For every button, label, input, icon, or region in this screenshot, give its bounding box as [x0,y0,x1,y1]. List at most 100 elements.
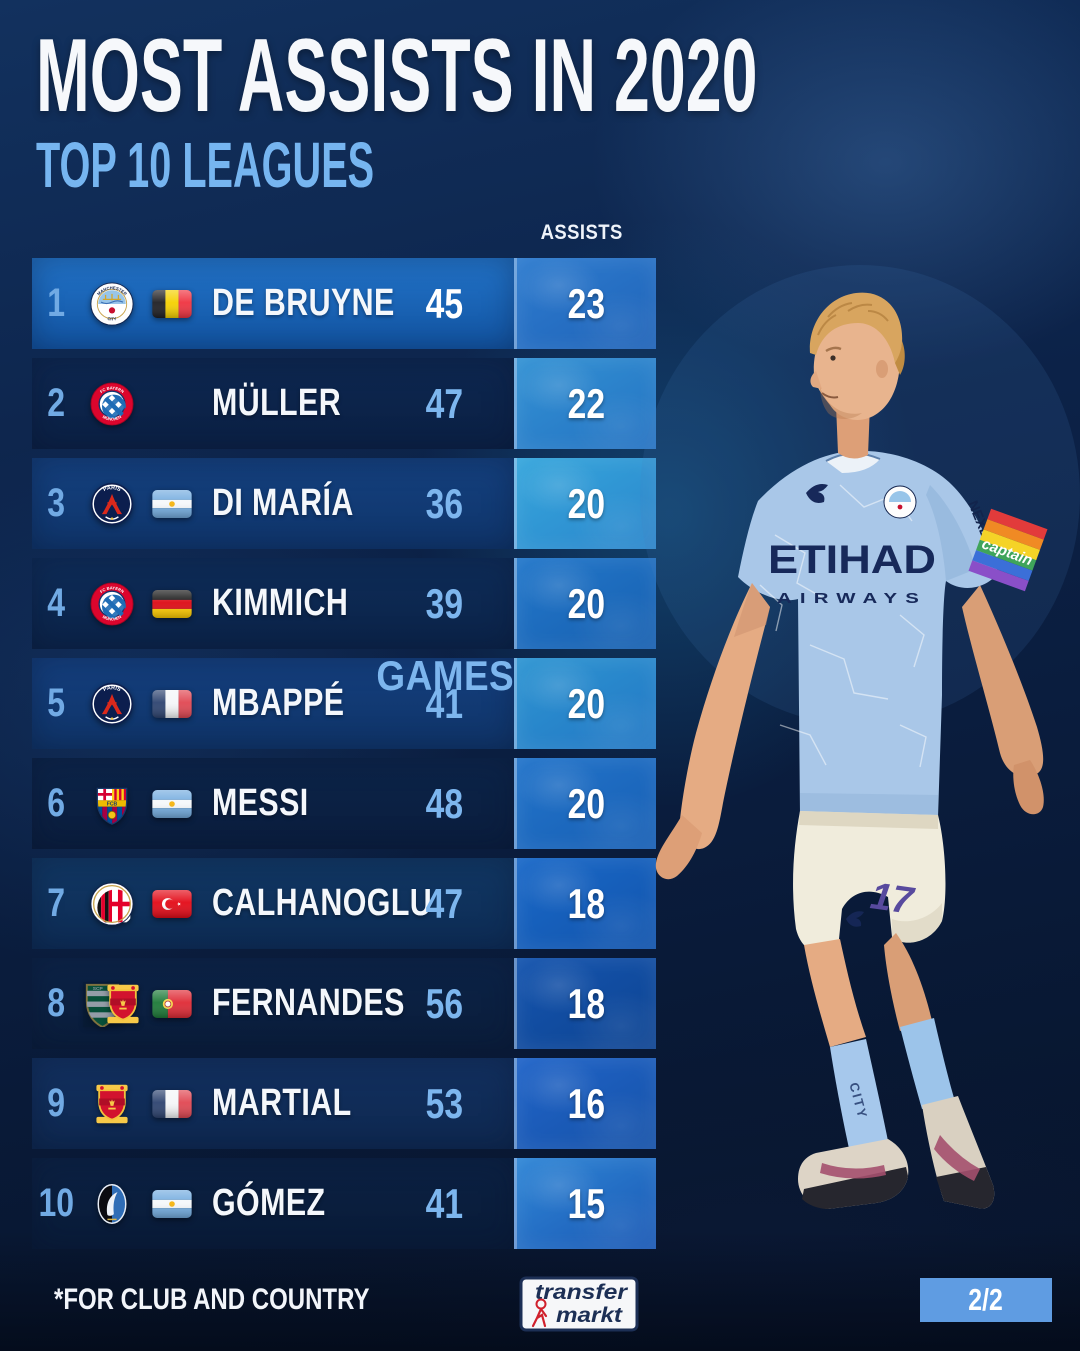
player-name: MBAPPÉ [212,682,345,724]
rank-label: 1 [47,281,65,325]
player-name: MÜLLER [212,382,342,424]
table-row: 9 MARTIAL 53 16 [32,1058,656,1149]
rank-label: 9 [47,1081,65,1125]
country-flag [152,658,196,749]
rank-label: 7 [47,881,65,925]
column-header-games: GAMES [376,651,514,699]
bayern-crest [90,582,134,626]
column-header-assists: ASSISTS [540,221,624,244]
row-body: 10 GÓMEZ 41 [32,1158,514,1249]
player-name: GÓMEZ [212,1182,326,1224]
portugal-flag [152,990,192,1018]
country-flag [152,558,196,649]
player-name: DE BRUYNE [212,282,395,324]
player-name: MARTIAL [212,1082,352,1124]
country-flag [152,458,196,549]
games-value: 48 [425,779,463,827]
rank-label: 10 [38,1181,74,1225]
country-flag [152,958,196,1049]
games-value: 53 [425,1079,463,1127]
assists-value: 16 [567,1079,606,1127]
rank-label: 3 [47,481,65,525]
country-flag [152,758,196,849]
row-body: 1 DE BRUYNE 45 [32,258,514,349]
france-flag [152,690,192,718]
table-row: 3 DI MARÍA 36 20 [32,458,656,549]
country-flag [152,258,196,349]
club-crests [77,858,147,949]
row-body: 7 CALHANOGLU 47 [32,858,514,949]
table-row: 10 GÓMEZ 41 15 [32,1158,656,1249]
country-flag [152,858,196,949]
club-crests [77,658,147,749]
assists-cell: 20 [514,458,656,549]
table-row: 6 MESSI 48 20 [32,758,656,849]
manchester-city-crest [90,282,134,326]
games-value: 45 [425,279,463,327]
club-crests [77,1058,147,1149]
assists-value: 20 [567,679,606,727]
brand-line1: transfer [535,1281,629,1304]
psg-crest [90,682,134,726]
player-name: DI MARÍA [212,482,354,524]
rank-label: 5 [47,681,65,725]
footnote: *FOR CLUB AND COUNTRY [54,1283,370,1316]
table-row: 5 MBAPPÉ 41 20 [32,658,656,749]
games-value: 39 [425,579,463,627]
row-body: 4 KIMMICH 39 [32,558,514,649]
games-value: 47 [425,879,463,927]
games-value: 41 [425,679,463,727]
turkey-flag [152,890,192,918]
germany-flag [152,590,192,618]
assists-value: 20 [567,579,606,627]
games-value: 47 [425,379,463,427]
assists-cell: 20 [514,658,656,749]
ac-milan-crest [90,882,134,926]
assists-cell: 15 [514,1158,656,1249]
country-flag [152,1058,196,1149]
assists-value: 15 [567,1179,606,1227]
row-body: 5 MBAPPÉ 41 [32,658,514,749]
club-crests [77,1158,147,1249]
row-body: 2 MÜLLER 47 [32,358,514,449]
bayern-crest [90,382,134,426]
games-value: 36 [425,479,463,527]
player-name: CALHANOGLU [212,882,433,924]
club-crests [77,958,147,1049]
france-flag [152,1090,192,1118]
rank-label: 2 [47,381,65,425]
brand-figure-icon [531,1298,548,1328]
table-row: 7 CALHANOGLU 47 18 [32,858,656,949]
club-crests [77,758,147,849]
argentina-flag [152,790,192,818]
table-row: 8 FERNANDES 56 18 [32,958,656,1049]
manchester-united-crest [101,982,145,1026]
assists-cell: 20 [514,558,656,649]
row-body: 6 MESSI 48 [32,758,514,849]
assists-cell: 16 [514,1058,656,1149]
brand-line2: markt [556,1304,623,1327]
manchester-united-crest [90,1082,134,1126]
rank-label: 8 [47,981,65,1025]
assists-value: 18 [567,979,606,1027]
row-body: 8 FERNANDES 56 [32,958,514,1049]
assists-value: 20 [567,779,606,827]
row-body: 3 DI MARÍA 36 [32,458,514,549]
club-crests [77,558,147,649]
page-title: MOST ASSISTS IN 2020 [36,18,758,134]
assists-value: 22 [567,379,606,427]
assists-cell: 18 [514,958,656,1049]
club-crests [77,358,147,449]
games-value: 56 [425,979,463,1027]
atalanta-crest [90,1182,134,1226]
argentina-flag [152,490,192,518]
transfermarkt-logo: transfer markt [519,1276,639,1332]
row-body: 9 MARTIAL 53 [32,1058,514,1149]
player-name: FERNANDES [212,982,405,1024]
country-flag [152,1158,196,1249]
assists-cell: 20 [514,758,656,849]
country-flag [152,358,196,449]
club-crests [77,458,147,549]
assists-cell: 18 [514,858,656,949]
